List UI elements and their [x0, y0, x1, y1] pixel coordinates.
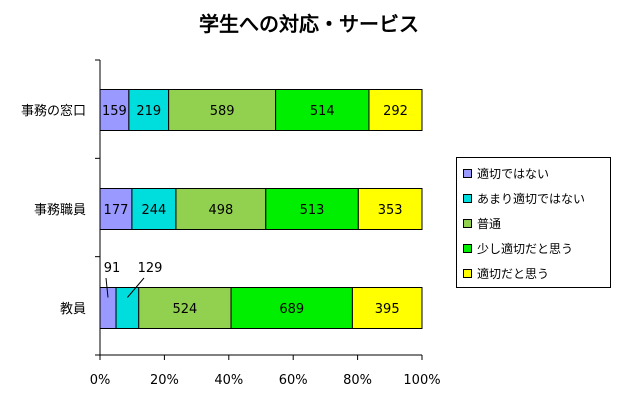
legend-label: あまり適切ではない [477, 192, 586, 206]
x-tick-label: 0% [90, 373, 111, 388]
legend-swatch [463, 194, 472, 203]
data-label: 129 [138, 261, 163, 276]
data-label: 589 [210, 104, 235, 119]
legend-label: 適切だと思う [477, 267, 550, 281]
legend-label: 適切ではない [477, 167, 550, 181]
bar-segment [168, 89, 277, 131]
legend-item: 適切だと思う [463, 261, 610, 286]
data-label: 498 [208, 203, 233, 218]
legend-label: 少し適切だと思う [477, 242, 574, 256]
data-label: 524 [172, 302, 197, 317]
data-label: 513 [300, 203, 325, 218]
chart-title: 学生への対応・サービス [199, 12, 419, 36]
data-label-leader [127, 277, 145, 298]
data-label: 292 [383, 104, 408, 119]
legend-item: 適切ではない [463, 161, 610, 186]
data-label: 689 [279, 302, 304, 317]
bar-segment [275, 89, 370, 131]
legend-swatch [463, 219, 472, 228]
data-label: 159 [102, 104, 127, 119]
data-label: 244 [142, 203, 167, 218]
category-label: 事務の窓口 [21, 103, 86, 119]
category-label: 教員 [60, 301, 86, 317]
x-tick-label: 80% [343, 373, 372, 388]
legend-item: 普通 [463, 211, 610, 236]
legend-swatch [463, 244, 472, 253]
bar-segment [175, 188, 267, 230]
bar-segment [99, 188, 133, 230]
data-label: 177 [104, 203, 129, 218]
bar-segment [351, 287, 423, 329]
x-tick-label: 100% [403, 373, 440, 388]
x-tick-label: 60% [279, 373, 308, 388]
legend-item: あまり適切ではない [463, 186, 610, 211]
bar-segment [138, 287, 232, 329]
bar-segment [357, 188, 423, 230]
data-label: 514 [310, 104, 335, 119]
bar-segment [115, 287, 140, 329]
data-label: 395 [375, 302, 400, 317]
legend-swatch [463, 269, 472, 278]
bar-segment [128, 89, 170, 131]
category-label: 事務職員 [34, 203, 86, 218]
bar-segment [368, 89, 423, 131]
legend-item: 少し適切だと思う [463, 236, 610, 261]
bar-segment [265, 188, 359, 230]
bar-segment [131, 188, 177, 230]
data-label: 353 [378, 203, 403, 218]
data-label-leader [105, 277, 109, 298]
x-tick-label: 20% [150, 373, 179, 388]
chart-legend: 適切ではないあまり適切ではない 普通少し適切だと思う 適切だと思う [456, 157, 611, 288]
data-label: 91 [104, 261, 121, 276]
legend-label: 普通 [477, 217, 502, 231]
data-label: 219 [136, 104, 161, 119]
x-tick-label: 40% [214, 373, 243, 388]
legend-swatch [463, 169, 472, 178]
